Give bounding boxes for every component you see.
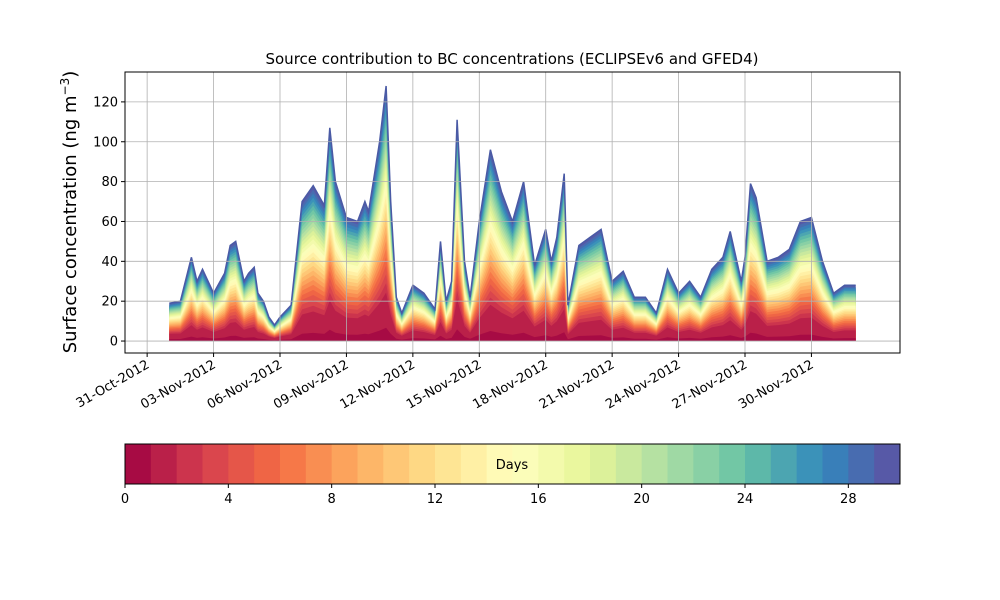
colorbar-cell [125, 444, 152, 484]
y-axis: 0 20 40 60 80 100 120 [93, 95, 125, 350]
colorbar-cell [228, 444, 255, 484]
chart-title: Source contribution to BC concentrations… [265, 50, 758, 68]
y-tick-label: 0 [110, 335, 118, 350]
colorbar-tick-label: 20 [633, 492, 650, 507]
colorbar-tick-label: 28 [840, 492, 857, 507]
colorbar: Days 0 4 8 12 16 20 24 28 [121, 443, 901, 507]
colorbar-tick-label: 0 [121, 492, 129, 507]
colorbar-cell [564, 444, 591, 484]
colorbar-cell [202, 444, 229, 484]
y-tick-label: 100 [93, 135, 118, 150]
colorbar-cell [822, 444, 849, 484]
y-tick-label: 40 [101, 255, 118, 270]
colorbar-tick-label: 24 [737, 492, 754, 507]
stacked-bands [169, 85, 856, 342]
colorbar-cell [176, 444, 203, 484]
colorbar-cell [150, 444, 178, 484]
x-tick-label: 30-Nov-2012 [736, 357, 816, 412]
colorbar-cell [770, 444, 798, 484]
colorbar-tick-label: 4 [224, 492, 232, 507]
age-band-1 [169, 327, 856, 341]
colorbar-cell [590, 444, 617, 484]
colorbar-cell [796, 444, 823, 484]
colorbar-cell [486, 444, 513, 484]
colorbar-tick-label: 12 [427, 492, 444, 507]
colorbar-cell [512, 444, 539, 484]
colorbar-cell [848, 444, 875, 484]
colorbar-cell [280, 444, 307, 484]
colorbar-cell [435, 444, 462, 484]
colorbar-ticks: 0 4 8 12 16 20 24 28 [121, 484, 857, 507]
colorbar-cell [874, 444, 901, 484]
y-tick-label: 80 [101, 175, 118, 190]
y-gridlines [125, 101, 900, 342]
colorbar-cell [460, 444, 488, 484]
total-series-line [169, 85, 856, 327]
colorbar-cell [615, 444, 643, 484]
y-tick-label: 20 [101, 295, 118, 310]
colorbar-cell [357, 444, 384, 484]
colorbar-cell [254, 444, 281, 484]
x-gridlines [146, 72, 812, 353]
y-axis-label-exponent: −3 [58, 78, 72, 96]
y-axis-label-main: Surface concentration (ng m [60, 95, 81, 353]
colorbar-cell [719, 444, 746, 484]
age-band-2 [169, 292, 856, 341]
plot-area [124, 71, 901, 354]
plot-frame [124, 71, 901, 354]
colorbar-cell [383, 444, 410, 484]
colorbar-tick-label: 8 [328, 492, 336, 507]
colorbar-cell [693, 444, 720, 484]
colorbar-label: Days [496, 458, 529, 473]
y-axis-label: Surface concentration (ng m−3) [58, 71, 81, 354]
colorbar-cell [409, 444, 436, 484]
colorbar-cell [305, 444, 333, 484]
colorbar-cells [125, 444, 901, 484]
colorbar-cell [667, 444, 694, 484]
colorbar-frame [124, 443, 901, 485]
y-tick-label: 60 [101, 215, 118, 230]
y-tick-label: 120 [93, 95, 118, 110]
y-axis-label-close: ) [60, 71, 81, 78]
x-axis: 31-Oct-201203-Nov-201206-Nov-201209-Nov-… [74, 353, 816, 412]
colorbar-cell [641, 444, 668, 484]
colorbar-cell [745, 444, 772, 484]
colorbar-cell [538, 444, 565, 484]
colorbar-cell [331, 444, 358, 484]
colorbar-tick-label: 16 [530, 492, 547, 507]
